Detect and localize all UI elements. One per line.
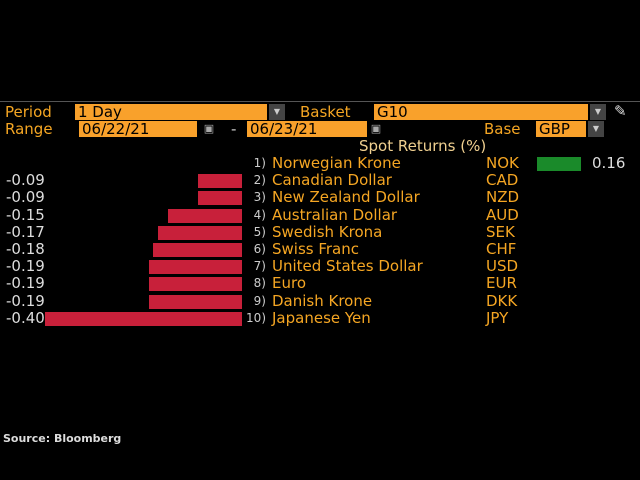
currency-code: NZD bbox=[486, 188, 520, 207]
row-index: 7) bbox=[253, 259, 266, 274]
row-index: 1) bbox=[253, 156, 266, 170]
return-value: 0.16 bbox=[592, 154, 626, 172]
return-value: -0.09 bbox=[6, 188, 45, 207]
base-select[interactable]: GBP bbox=[536, 121, 586, 137]
currency-name: Canadian Dollar bbox=[272, 171, 392, 190]
range-start-input[interactable]: 06/22/21 bbox=[79, 121, 197, 137]
period-dropdown-icon[interactable]: ▼ bbox=[269, 104, 285, 120]
row-index: 4) bbox=[253, 207, 266, 222]
return-bar bbox=[148, 260, 242, 275]
range-end-input[interactable]: 06/23/21 bbox=[247, 121, 367, 137]
chart-title: Spot Returns (%) bbox=[359, 137, 487, 155]
currency-name: United States Dollar bbox=[272, 257, 423, 276]
table-row[interactable] bbox=[0, 275, 640, 292]
calendar-icon[interactable]: ▣ bbox=[370, 122, 382, 135]
return-value: -0.09 bbox=[6, 171, 45, 190]
currency-name: Swiss Franc bbox=[272, 240, 360, 258]
basket-dropdown-icon[interactable]: ▼ bbox=[590, 104, 606, 120]
base-dropdown-icon[interactable]: ▼ bbox=[588, 121, 604, 137]
currency-code: EUR bbox=[486, 274, 517, 293]
currency-code: NOK bbox=[486, 154, 519, 172]
currency-name: Norwegian Krone bbox=[272, 154, 401, 172]
row-index: 10) bbox=[246, 310, 266, 325]
period-select[interactable]: 1 Day bbox=[75, 104, 267, 120]
return-bar bbox=[197, 191, 242, 206]
row-index: 5) bbox=[253, 224, 266, 239]
return-bar bbox=[197, 174, 242, 189]
source-note: Source: Bloomberg bbox=[3, 432, 122, 445]
basket-label: Basket bbox=[300, 103, 351, 121]
currency-name: Danish Krone bbox=[272, 291, 373, 310]
currency-name: Japanese Yen bbox=[272, 308, 371, 327]
return-bar bbox=[168, 208, 242, 223]
currency-code: DKK bbox=[486, 291, 518, 310]
return-value: -0.17 bbox=[6, 222, 45, 241]
currency-name: Swedish Krona bbox=[272, 222, 383, 241]
currency-name: New Zealand Dollar bbox=[272, 188, 420, 207]
return-bar bbox=[153, 243, 242, 257]
calendar-icon[interactable]: ▣ bbox=[203, 122, 215, 135]
period-label: Period bbox=[5, 103, 52, 121]
return-value: -0.18 bbox=[6, 240, 45, 258]
return-value: -0.19 bbox=[6, 291, 45, 310]
currency-name: Australian Dollar bbox=[272, 205, 398, 224]
edit-pencil-icon[interactable]: ✎ bbox=[614, 102, 627, 120]
row-index: 8) bbox=[253, 276, 266, 291]
row-index: 2) bbox=[253, 173, 266, 188]
currency-code: JPY bbox=[486, 308, 509, 327]
return-bar bbox=[148, 277, 242, 292]
currency-code: AUD bbox=[486, 205, 519, 224]
basket-select[interactable]: G10 bbox=[374, 104, 588, 120]
currency-code: CHF bbox=[486, 240, 517, 258]
range-label: Range bbox=[5, 120, 53, 138]
currency-code: CAD bbox=[486, 171, 519, 190]
currency-name: Euro bbox=[272, 274, 306, 293]
return-value: -0.40 bbox=[6, 308, 45, 327]
divider bbox=[0, 101, 640, 102]
return-value: -0.19 bbox=[6, 274, 45, 293]
return-bar bbox=[537, 157, 581, 171]
currency-code: SEK bbox=[486, 222, 515, 241]
return-value: -0.15 bbox=[6, 205, 45, 224]
row-index: 6) bbox=[253, 242, 266, 256]
row-index: 3) bbox=[253, 190, 266, 205]
return-bar bbox=[148, 294, 242, 309]
base-label: Base bbox=[484, 120, 521, 138]
return-bar bbox=[45, 311, 242, 326]
return-value: -0.19 bbox=[6, 257, 45, 276]
currency-code: USD bbox=[486, 257, 519, 276]
range-separator: - bbox=[231, 120, 237, 138]
return-bar bbox=[158, 225, 242, 240]
row-index: 9) bbox=[253, 293, 266, 308]
